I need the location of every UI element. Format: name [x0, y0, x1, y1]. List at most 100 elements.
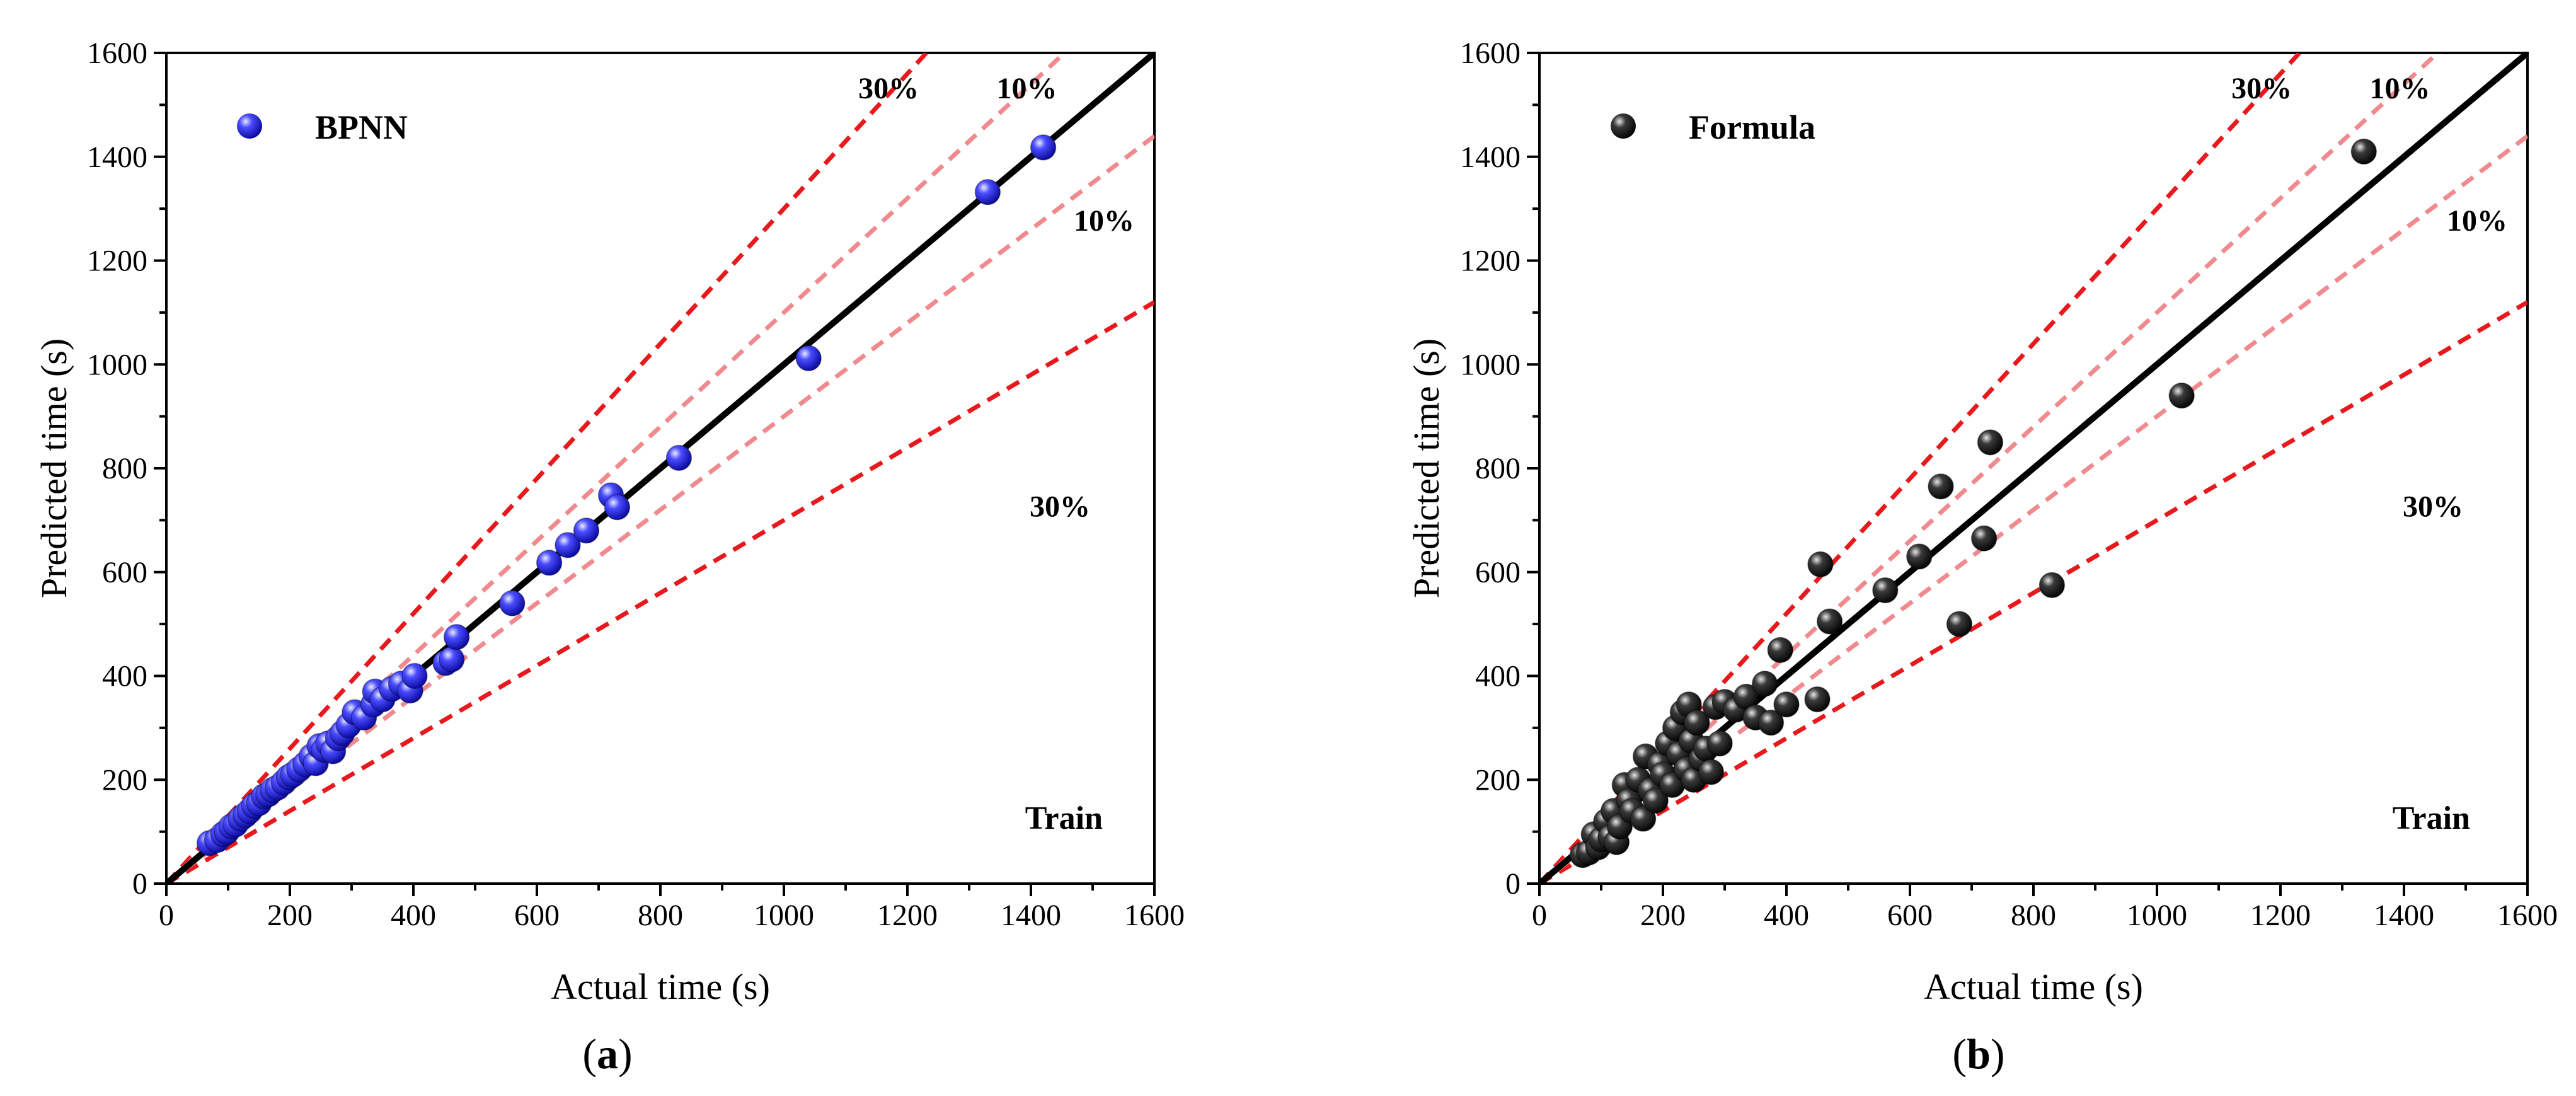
data-point [1807, 551, 1834, 578]
data-point [1872, 577, 1899, 604]
panel-label: (b) [1952, 1030, 2004, 1078]
data-point [1946, 611, 1973, 637]
x-tick-label: 800 [2011, 899, 2056, 932]
legend-marker [1611, 113, 1636, 139]
panel-letter: b [1967, 1030, 1991, 1078]
data-point [439, 646, 465, 672]
y-tick-label: 400 [1475, 660, 1521, 693]
legend-label: Formula [1689, 108, 1815, 146]
error-10pct-line [1539, 53, 2441, 884]
tick-marks [1527, 52, 2529, 896]
data-point [1706, 730, 1733, 757]
data-point [499, 590, 526, 616]
error-10pct-line [166, 53, 1068, 884]
band-label: 30% [858, 72, 919, 105]
panel-letter: a [597, 1030, 618, 1078]
data-points [196, 134, 1057, 857]
data-point [665, 444, 693, 471]
band-labels: 10% 10% 30% 30% [2231, 72, 2507, 523]
legend-marker [237, 113, 262, 139]
y-tick-label: 800 [102, 452, 147, 485]
band-label: 30% [2403, 490, 2463, 523]
y-tick-label: 400 [102, 660, 147, 693]
data-point [1977, 429, 2004, 456]
data-points [1569, 138, 2378, 868]
data-point [1751, 671, 1778, 697]
panel-a: 0 200 400 600 800 1000 1200 1400 1600 0 200 400 600… [33, 37, 1185, 1078]
y-tick-label: 0 [132, 867, 147, 901]
x-tick-label: 600 [1887, 899, 1933, 932]
data-point [1630, 805, 1657, 832]
panel-label: (a) [582, 1030, 632, 1078]
data-point [1684, 709, 1710, 736]
y-tick-label: 600 [1475, 556, 1521, 589]
data-point [1030, 134, 1057, 161]
y-axis-title: Predicted time (s) [33, 338, 74, 598]
data-point [795, 345, 822, 372]
data-point [1906, 543, 1933, 570]
train-label: Train [2393, 800, 2470, 836]
data-point [974, 179, 1001, 205]
x-tick-label: 400 [391, 899, 436, 932]
x-tick-label: 1200 [2250, 899, 2311, 932]
band-labels: 10% 10% 30% 30% [858, 72, 1134, 523]
data-point [401, 662, 428, 689]
data-point [536, 550, 563, 576]
y-tick-label: 1600 [87, 37, 147, 70]
x-tick-label: 0 [159, 899, 174, 932]
x-axis-title: Actual time (s) [1924, 966, 2143, 1007]
x-tick-label: 1600 [2497, 899, 2558, 932]
x-tick-label: 800 [638, 899, 683, 932]
x-tick-label: 200 [267, 899, 313, 932]
x-tick-labels: 0 200 400 600 800 1000 1200 1400 1600 [159, 899, 1185, 932]
data-point [2350, 138, 2378, 165]
y-tick-label: 0 [1505, 867, 1521, 901]
error-30pct-line [1539, 300, 2527, 884]
data-point [1804, 686, 1831, 713]
data-point [573, 517, 600, 544]
data-point [1757, 709, 1785, 736]
band-label: 10% [2447, 204, 2507, 238]
data-point [604, 494, 631, 521]
panel-b: 0 200 400 600 800 1000 1200 1400 1600 0 200 400 600… [1406, 37, 2558, 1078]
data-point [1816, 608, 1843, 635]
x-tick-label: 0 [1532, 899, 1547, 932]
y-tick-label: 600 [102, 556, 147, 589]
y-tick-label: 1200 [1460, 245, 1521, 278]
y-tick-label: 200 [1475, 763, 1521, 797]
data-point [443, 623, 470, 650]
x-tick-label: 1200 [877, 899, 938, 932]
data-point [2168, 382, 2195, 409]
x-tick-label: 1400 [2374, 899, 2434, 932]
y-tick-label: 1200 [87, 245, 147, 278]
data-point [1970, 525, 1998, 551]
band-label: 10% [2369, 72, 2430, 105]
x-tick-label: 600 [514, 899, 560, 932]
x-tick-labels: 0 200 400 600 800 1000 1200 1400 1600 [1532, 899, 2558, 932]
y-tick-label: 1400 [1460, 141, 1521, 174]
y-tick-label: 1000 [1460, 348, 1521, 381]
tick-marks [154, 52, 1156, 896]
x-tick-label: 200 [1640, 899, 1686, 932]
data-point [555, 532, 581, 558]
y-tick-labels: 0 200 400 600 800 1000 1200 1400 1600 [1460, 37, 1521, 901]
band-label: 10% [1074, 204, 1134, 238]
y-tick-label: 800 [1475, 452, 1521, 485]
y-tick-label: 1400 [87, 141, 147, 174]
data-point [1698, 759, 1725, 785]
band-label: 30% [1030, 490, 1090, 523]
data-point [2038, 572, 2066, 599]
x-tick-label: 1600 [1124, 899, 1185, 932]
y-tick-label: 1000 [87, 348, 147, 381]
x-axis-title: Actual time (s) [551, 966, 770, 1007]
y-axis-title: Predicted time (s) [1406, 338, 1447, 598]
data-point [1767, 637, 1793, 664]
x-tick-label: 1000 [2127, 899, 2187, 932]
data-point [1928, 473, 1954, 500]
y-tick-label: 1600 [1460, 37, 1521, 70]
error-30pct-line [166, 53, 929, 884]
error-30pct-line [166, 300, 1154, 884]
x-tick-label: 1000 [754, 899, 814, 932]
train-label: Train [1025, 800, 1103, 836]
